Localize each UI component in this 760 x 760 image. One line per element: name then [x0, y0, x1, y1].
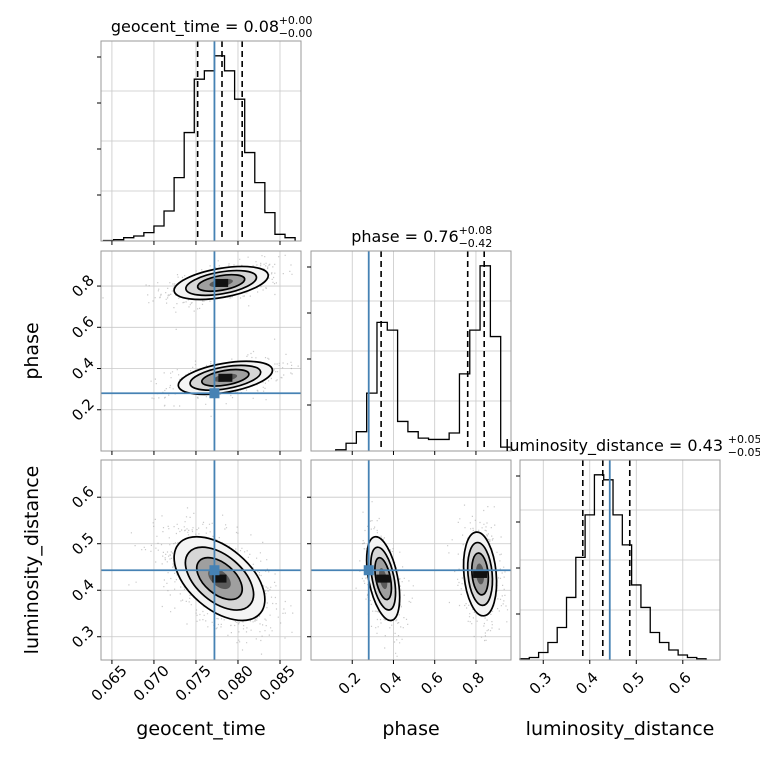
x-tick-label: 0.075	[172, 662, 215, 705]
truth-marker	[209, 565, 219, 575]
y-tick-label: 0.6	[68, 312, 98, 342]
x-tick-label: 0.065	[88, 662, 131, 705]
x-tick-label: 0.6	[417, 668, 447, 698]
x-axis-label-geocent_time: geocent_time	[136, 718, 265, 740]
title-sub: −0.05	[728, 446, 760, 459]
density-peak	[376, 575, 390, 583]
truth-marker	[364, 565, 374, 575]
x-tick-label: 0.085	[256, 662, 299, 705]
panel-contents	[101, 460, 312, 672]
title-sub: −0.00	[279, 27, 313, 40]
x-tick-label: 0.2	[335, 668, 365, 698]
x-axis-label-phase: phase	[382, 718, 439, 740]
scatter-panel-phase_vs_luminosity_distance	[311, 460, 519, 660]
y-tick-label: 0.4	[68, 354, 98, 384]
panel-title: luminosity_distance = 0.43	[505, 436, 723, 456]
title-sup: +0.08	[459, 224, 493, 237]
x-tick-label: 0.070	[130, 662, 173, 705]
x-axis-label-luminosity_distance: luminosity_distance	[526, 718, 715, 740]
y-tick-label: 0.8	[68, 271, 98, 301]
x-tick-label: 0.8	[458, 668, 488, 698]
histogram-geocent_time	[104, 56, 296, 241]
title-sup: +0.00	[279, 14, 313, 27]
x-tick-label: 0.4	[572, 668, 602, 698]
y-tick-label: 0.2	[68, 395, 98, 425]
panel-title: geocent_time = 0.08	[111, 17, 279, 37]
scatter-panel-geocent_time_vs_luminosity_distance	[101, 460, 312, 672]
y-tick-label: 0.4	[68, 575, 98, 605]
title-sub: −0.42	[459, 237, 493, 250]
panel-contents	[101, 251, 315, 451]
density-peak	[473, 570, 487, 578]
scatter-panel-geocent_time_vs_phase	[101, 251, 315, 451]
density-peak	[214, 279, 228, 287]
y-axis-label-phase: phase	[21, 322, 43, 379]
y-tick-label: 0.3	[68, 622, 98, 652]
x-tick-label: 0.5	[619, 668, 649, 698]
histogram-luminosity_distance	[520, 475, 706, 660]
x-tick-label: 0.4	[376, 668, 406, 698]
x-tick-label: 0.6	[665, 668, 695, 698]
hist-panel-phase: phase = 0.76 +0.08−0.42	[307, 224, 511, 451]
hist-panel-geocent_time: geocent_time = 0.08 +0.00−0.00	[97, 14, 312, 241]
hist-panel-luminosity_distance: luminosity_distance = 0.43 +0.05−0.05	[505, 433, 760, 660]
title-sup: +0.05	[728, 433, 760, 446]
x-tick-label: 0.3	[526, 668, 556, 698]
x-tick-label: 0.080	[214, 662, 257, 705]
panel-contents	[311, 460, 519, 660]
y-tick-label: 0.5	[68, 529, 98, 559]
panel-title: phase = 0.76	[351, 227, 458, 246]
density-peak	[218, 374, 232, 382]
truth-marker	[209, 388, 219, 398]
y-tick-label: 0.6	[68, 482, 98, 512]
y-axis-label-luminosity_distance: luminosity_distance	[21, 466, 43, 655]
